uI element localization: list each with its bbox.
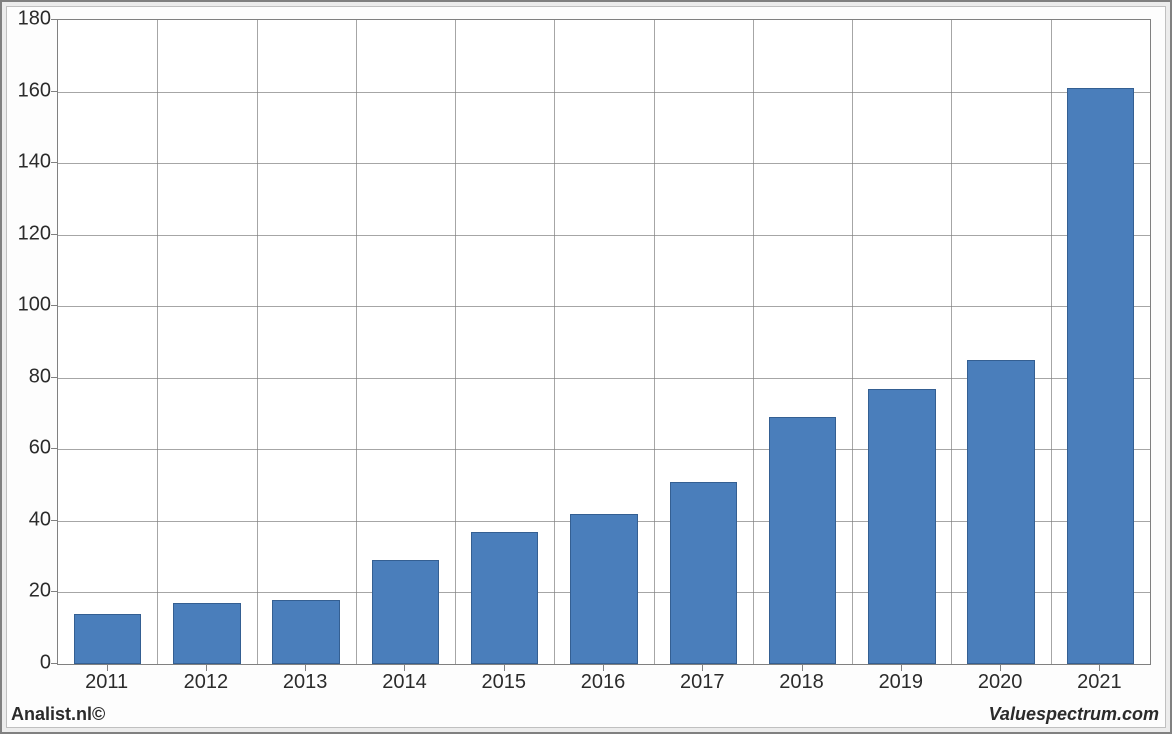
bar <box>670 482 738 664</box>
y-tick-label: 0 <box>40 652 51 675</box>
y-tick-label: 20 <box>29 580 51 603</box>
gridline-vertical <box>753 20 754 664</box>
y-tick-label: 160 <box>18 79 51 102</box>
bar <box>272 600 340 664</box>
y-tick-label: 140 <box>18 151 51 174</box>
bar <box>1067 88 1135 664</box>
gridline-vertical <box>951 20 952 664</box>
x-tick-label: 2020 <box>978 671 1023 694</box>
x-tick-label: 2011 <box>85 671 128 694</box>
bar <box>173 603 241 664</box>
x-tick-label: 2012 <box>184 671 229 694</box>
chart-outer-frame: 0 20 40 60 80 100 120 140 160 180 2011 2012 2013 201… <box>0 0 1172 734</box>
plot-area <box>57 19 1151 665</box>
bar <box>868 389 936 664</box>
y-tick-label: 100 <box>18 294 51 317</box>
gridline-horizontal <box>58 163 1150 164</box>
y-tick-mark <box>51 520 57 521</box>
y-tick-label: 80 <box>29 365 51 388</box>
x-tick-label: 2013 <box>283 671 328 694</box>
gridline-horizontal <box>58 235 1150 236</box>
gridline-vertical <box>1051 20 1052 664</box>
y-tick-mark <box>51 663 57 664</box>
y-tick-label: 40 <box>29 508 51 531</box>
y-tick-label: 120 <box>18 222 51 245</box>
gridline-vertical <box>654 20 655 664</box>
x-tick-label: 2015 <box>481 671 526 694</box>
bar <box>471 532 539 664</box>
y-tick-label: 60 <box>29 437 51 460</box>
bar <box>74 614 142 664</box>
chart-inner-panel: 0 20 40 60 80 100 120 140 160 180 2011 2012 2013 201… <box>6 6 1166 728</box>
y-tick-mark <box>51 234 57 235</box>
y-tick-mark <box>51 377 57 378</box>
y-tick-mark <box>51 91 57 92</box>
y-tick-mark <box>51 162 57 163</box>
bar <box>570 514 638 664</box>
footer-right-credit: Valuespectrum.com <box>989 704 1159 725</box>
bar <box>769 417 837 664</box>
y-tick-label: 180 <box>18 8 51 31</box>
gridline-vertical <box>257 20 258 664</box>
footer-left-credit: Analist.nl© <box>11 704 105 725</box>
x-tick-label: 2014 <box>382 671 427 694</box>
y-tick-mark <box>51 305 57 306</box>
y-tick-mark <box>51 591 57 592</box>
gridline-horizontal <box>58 92 1150 93</box>
x-tick-label: 2021 <box>1077 671 1122 694</box>
gridline-vertical <box>157 20 158 664</box>
y-tick-mark <box>51 19 57 20</box>
gridline-vertical <box>455 20 456 664</box>
bar <box>967 360 1035 664</box>
bar <box>372 560 440 664</box>
x-tick-label: 2017 <box>680 671 725 694</box>
gridline-vertical <box>852 20 853 664</box>
gridline-horizontal <box>58 306 1150 307</box>
gridline-vertical <box>356 20 357 664</box>
gridline-vertical <box>554 20 555 664</box>
x-tick-label: 2018 <box>779 671 824 694</box>
x-tick-label: 2019 <box>879 671 924 694</box>
y-tick-mark <box>51 448 57 449</box>
x-tick-label: 2016 <box>581 671 626 694</box>
plot-wrap: 020406080100120140160180 201120122013201… <box>57 19 1151 665</box>
